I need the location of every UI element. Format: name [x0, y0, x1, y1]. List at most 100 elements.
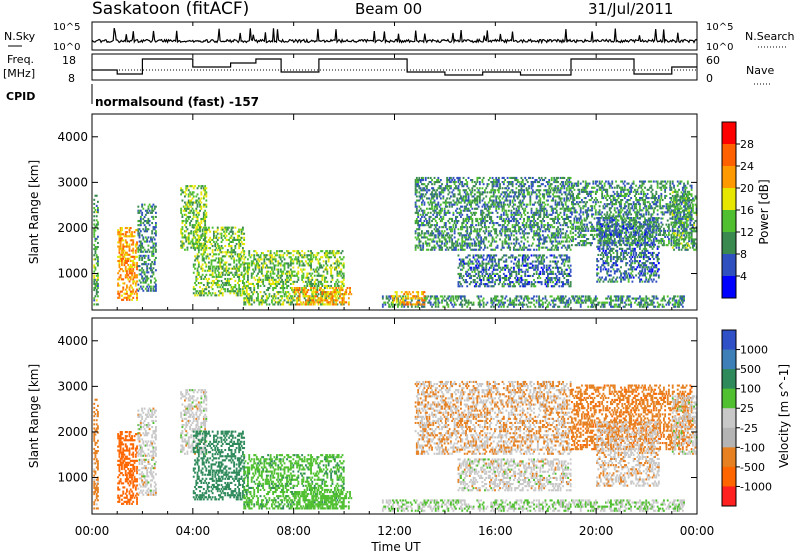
echo-cell [426, 197, 428, 200]
echo-cell [497, 203, 500, 206]
echo-cell [421, 305, 423, 308]
echo-cell [230, 267, 233, 270]
echo-cell [516, 181, 519, 184]
echo-cell [297, 270, 300, 273]
echo-cell [142, 263, 145, 266]
echo-cell [473, 248, 476, 251]
echo-cell [185, 203, 188, 206]
echo-cell [439, 187, 442, 190]
echo-cell [451, 220, 454, 223]
echo-cell [519, 211, 522, 214]
echo-cell [187, 199, 190, 202]
echo-cell [555, 244, 558, 247]
echo-cell [287, 284, 290, 287]
echo-cell [422, 209, 425, 212]
echo-cell [139, 269, 142, 272]
echo-cell [466, 244, 469, 247]
echo-cell [507, 187, 510, 190]
echo-cell [463, 220, 466, 223]
echo-cell [439, 215, 442, 218]
echo-cell [146, 220, 149, 223]
echo-cell [530, 230, 533, 233]
echo-cell [422, 305, 425, 308]
echo-cell [484, 205, 486, 208]
echo-cell [194, 224, 196, 227]
echo-cell [253, 270, 256, 273]
echo-cell [274, 295, 277, 298]
echo-cell [424, 297, 427, 300]
echo-cell [531, 224, 534, 227]
echo-cell [239, 290, 242, 293]
echo-cell [303, 289, 306, 292]
echo-cell [403, 299, 406, 302]
echo-cell [414, 179, 417, 182]
echo-cell [450, 201, 452, 204]
echo-cell [223, 263, 225, 266]
echo-cell [501, 181, 504, 184]
echo-cell [428, 207, 431, 210]
echo-cell [187, 215, 190, 218]
echo-cell [437, 187, 440, 190]
echo-cell [259, 301, 262, 304]
echo-cell [150, 267, 152, 270]
echo-cell [523, 211, 525, 214]
echo-cell [462, 209, 465, 212]
echo-cell [639, 305, 641, 308]
echo-cell [132, 290, 135, 293]
echo-cell [322, 299, 325, 302]
echo-cell [553, 217, 556, 220]
echo-cell [424, 299, 427, 302]
echo-cell [137, 250, 140, 253]
echo-cell [490, 242, 493, 245]
echo-cell [417, 222, 420, 225]
echo-cell [680, 297, 683, 300]
echo-cell [211, 251, 214, 254]
echo-cell [453, 303, 456, 306]
echo-cell [494, 230, 496, 233]
echo-cell [144, 236, 147, 239]
echo-cell [311, 258, 314, 261]
echo-cell [506, 193, 509, 196]
echo-cell [543, 213, 546, 216]
echo-cell [452, 246, 455, 249]
echo-cell [511, 201, 514, 204]
echo-cell [471, 181, 474, 184]
echo-cell [511, 199, 514, 202]
echo-cell [191, 240, 194, 243]
echo-cell [565, 299, 568, 302]
echo-cell [192, 187, 195, 190]
echo-cell [539, 299, 542, 302]
echo-cell [332, 301, 335, 304]
echo-cell [660, 299, 663, 302]
echo-cell [573, 297, 576, 300]
echo-cell [450, 176, 452, 179]
echo-cell [128, 286, 131, 289]
echo-cell [555, 205, 558, 208]
echo-cell [466, 301, 469, 304]
echo-cell [431, 195, 433, 198]
echo-cell [538, 185, 541, 188]
echo-cell [421, 236, 423, 239]
echo-cell [311, 297, 314, 300]
echo-cell [291, 258, 293, 261]
echo-cell [94, 239, 97, 242]
echo-cell [340, 303, 343, 306]
echo-cell [499, 232, 501, 235]
echo-cell [279, 299, 282, 302]
echo-cell [97, 256, 99, 259]
echo-cell [507, 303, 510, 306]
echo-cell [216, 249, 219, 252]
echo-cell [332, 252, 335, 255]
echo-cell [297, 258, 300, 261]
echo-cell [490, 215, 493, 218]
echo-cell [235, 288, 238, 291]
echo-cell [500, 248, 503, 251]
echo-cell [485, 238, 488, 241]
echo-cell [97, 241, 99, 244]
echo-cell [502, 211, 505, 214]
echo-cell [245, 289, 248, 292]
echo-cell [424, 224, 427, 227]
echo-cell [129, 284, 132, 287]
echo-cell [530, 191, 533, 194]
echo-cell [452, 203, 455, 206]
